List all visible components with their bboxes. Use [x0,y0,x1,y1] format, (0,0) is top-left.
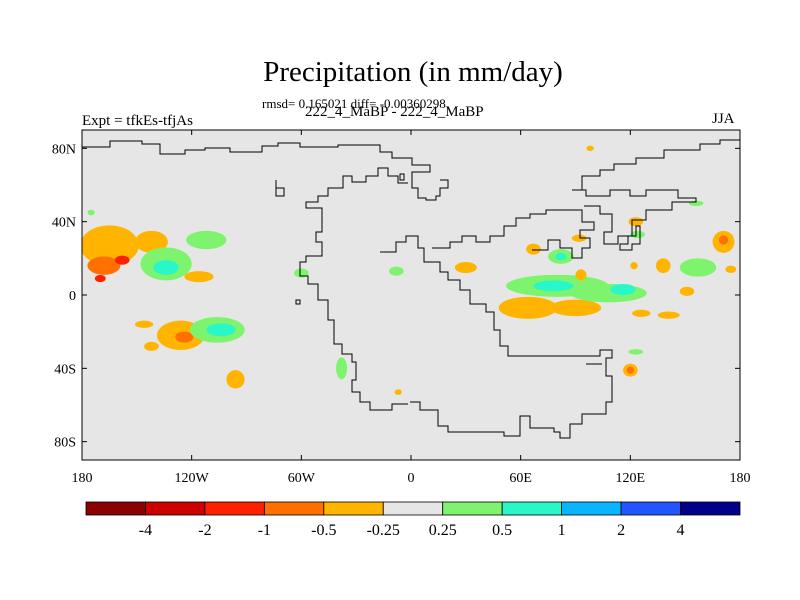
anomaly-16 [336,357,348,380]
colorbar-label-9: 4 [677,522,685,539]
colorbar-swatch-2 [204,501,265,516]
coastlines [82,139,740,439]
anomaly-3 [94,274,106,283]
colorbar-swatch-4 [323,501,384,516]
colorbar-swatch-6 [442,501,503,516]
anomaly-2 [114,255,130,265]
colorbar-label-0: -4 [139,522,152,539]
anomaly-29 [571,234,587,242]
y-tick-label-3: 40S [54,362,76,377]
coastline-japan [619,225,641,251]
x-tick-label-1: 120W [175,471,210,486]
anomaly-34 [655,258,671,273]
colorbar-label-4: -0.25 [367,522,400,539]
colorbar: -4 -2 -1 -0.5 -0.25 0.25 0.5 1 2 4 [85,501,741,539]
anomaly-27 [555,252,567,261]
anomaly-10 [175,331,194,343]
colorbar-label-3: -0.5 [311,522,336,539]
y-tick-label-1: 40N [52,216,76,231]
coastline-north [82,140,431,180]
anomaly-23 [533,280,574,292]
colorbar-swatch-8 [561,501,622,516]
anomaly-layer [82,145,737,395]
chart-subtitle: 222_4_MaBP - 222_4_MaBP [305,104,484,120]
anomaly-6 [153,260,179,275]
anomaly-24 [570,284,647,303]
anomaly-33 [630,262,638,270]
colorbar-swatch-9 [620,501,681,516]
colorbar-label-5: 0.25 [429,522,457,539]
anomaly-46 [87,209,95,216]
anomaly-17 [294,268,309,278]
coastline-island-2 [399,173,405,181]
coastline-africa-eurasia [380,235,613,439]
anomaly-18 [389,266,404,276]
colorbar-label-8: 2 [617,522,625,539]
anomaly-14 [144,341,159,351]
y-tick-label-4: 80S [54,436,76,451]
season-label: JJA [712,111,735,127]
y-tick-label-0: 80N [52,142,76,157]
anomaly-4 [135,230,168,253]
anomaly-47 [586,145,594,152]
colorbar-label-1: -2 [198,522,211,539]
x-tick-label-3: 0 [408,471,415,486]
anomaly-15 [226,370,245,389]
colorbar-swatch-5 [382,501,444,516]
anomaly-0 [82,225,139,266]
anomaly-21 [549,299,602,317]
anomaly-30 [575,269,587,281]
anomaly-38 [718,235,729,245]
anomaly-13 [135,320,154,329]
anomaly-1 [87,256,121,275]
colorbar-swatch-7 [501,501,563,516]
colorbar-swatch-10 [680,501,741,516]
x-axis: 180 120W 60W 0 60E 120E 180 [72,130,751,486]
anomaly-25 [610,284,636,295]
coastline-americas [299,167,408,411]
anomaly-19 [454,262,477,273]
experiment-label: Expt = tfkEs-tfjAs [82,113,193,129]
anomaly-12 [206,323,236,337]
anomaly-7 [186,230,227,250]
y-axis: 80N 40N 0 40S 80S [52,142,740,451]
anomaly-36 [679,286,695,296]
coastline-greenland [275,180,285,197]
stats-line: rmsd= 0.165021 diff= -0.00360298 [262,96,446,111]
colorbar-swatch-0 [85,501,146,516]
anomaly-44 [628,349,644,355]
anomaly-28 [526,243,541,255]
colorbar-swatch-1 [145,501,206,516]
anomaly-40 [632,309,651,318]
x-tick-label-6: 180 [730,471,751,486]
coastline-kamchatka [572,189,697,245]
anomaly-48 [394,389,402,395]
anomaly-43 [626,366,634,374]
chart-title: Precipitation (in mm/day) [263,56,563,88]
colorbar-label-7: 1 [558,522,566,539]
x-tick-label-0: 180 [72,471,93,486]
anomaly-35 [679,258,717,277]
coastline-eurasia [411,179,449,201]
y-tick-label-2: 0 [69,289,76,304]
coastline-asia [432,209,595,259]
anomaly-32 [628,217,644,227]
x-tick-label-5: 120E [616,471,646,486]
anomaly-8 [184,271,214,283]
anomaly-41 [657,311,680,319]
colorbar-swatch-3 [263,501,325,516]
coastline-island-1 [295,299,301,305]
colorbar-label-2: -1 [258,522,271,539]
anomaly-31 [630,230,645,239]
x-tick-label-4: 60E [509,471,532,486]
colorbar-label-6: 0.5 [492,522,512,539]
x-tick-label-2: 60W [288,471,316,486]
anomaly-39 [725,265,737,274]
anomaly-20 [498,296,558,319]
coastline-siberia [572,139,740,191]
